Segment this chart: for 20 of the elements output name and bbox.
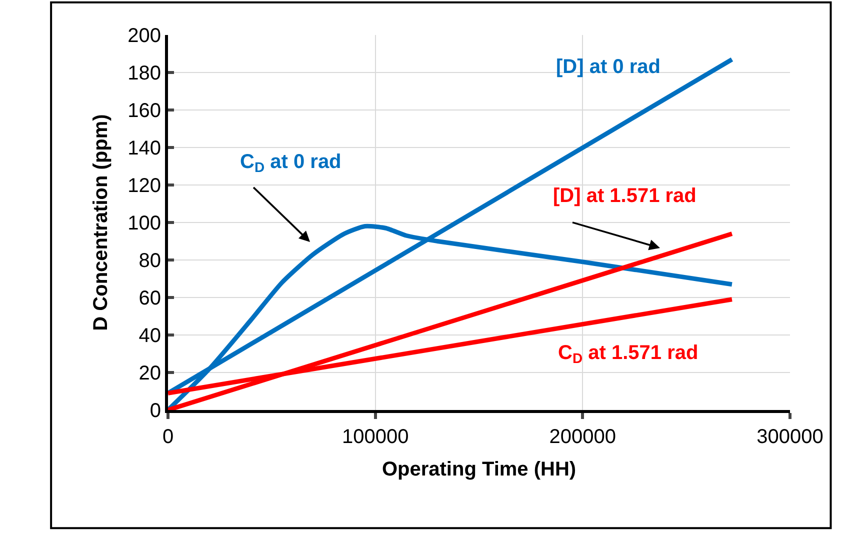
y-tick-label: 60 — [138, 288, 161, 310]
series-label: [D] at 0 rad — [556, 56, 660, 78]
y-tick-label: 100 — [128, 212, 161, 234]
x-tick-label: 300000 — [756, 426, 824, 448]
series-label: C$_{D}$ at 1.571 rad — [558, 342, 698, 366]
text: C$_{D}$ at 0 rad — [240, 151, 342, 176]
y-tick-label: 140 — [128, 138, 161, 160]
y-tick-label: 80 — [138, 250, 161, 272]
x-axis-title: Operating Time (HH) — [382, 458, 576, 480]
y-tick-label: 40 — [138, 325, 161, 347]
y-axis-title: D Concentration (ppm) — [90, 114, 112, 331]
y-tick-label: 20 — [138, 362, 161, 384]
x-tick-label: 200000 — [549, 426, 616, 448]
y-tick-label: 160 — [128, 100, 161, 122]
y-tick-label: 180 — [128, 62, 161, 84]
series-label: [D] at 1.571 rad — [553, 185, 696, 207]
y-tick-label: 200 — [128, 25, 161, 47]
y-tick-label: 120 — [128, 175, 161, 197]
y-tick-label: 0 — [150, 400, 161, 422]
x-tick-label: 100000 — [342, 426, 409, 448]
